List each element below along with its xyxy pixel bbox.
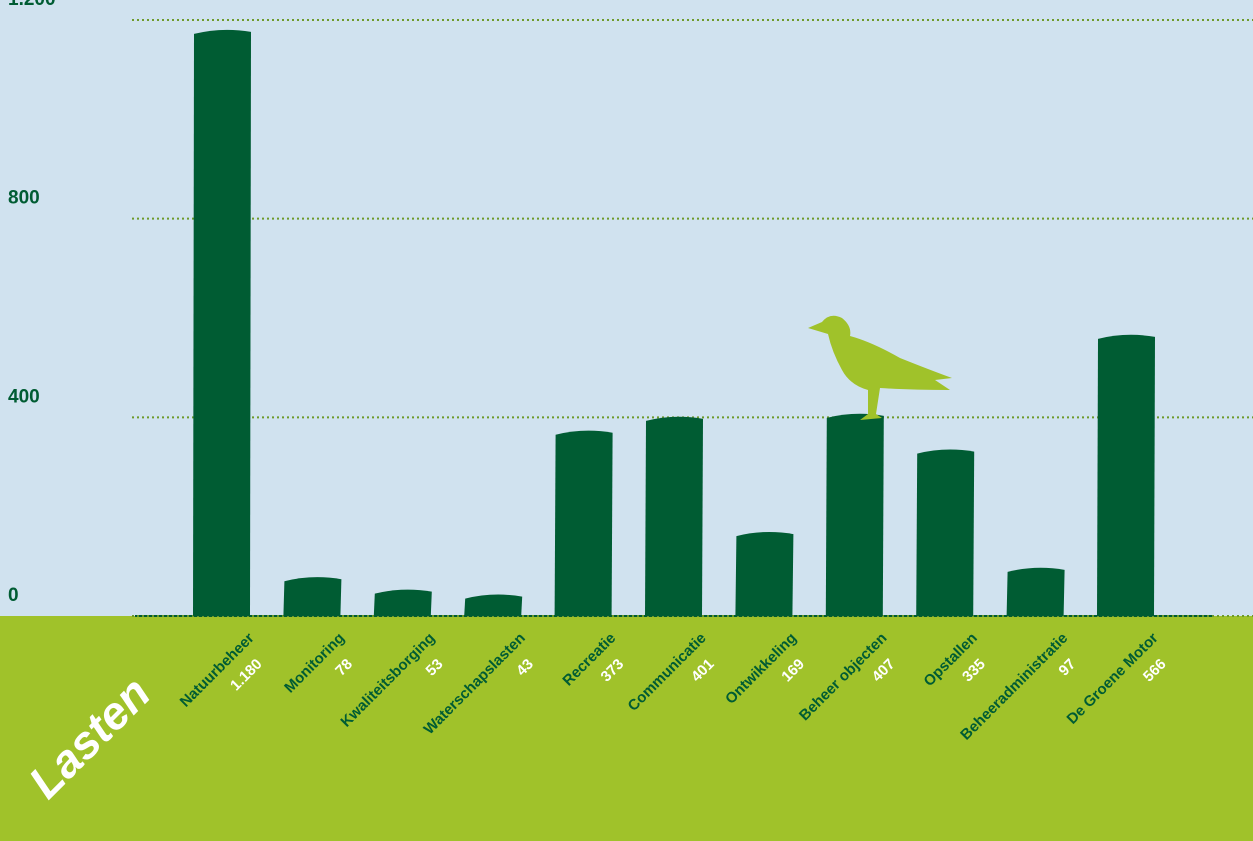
bar xyxy=(1097,334,1155,616)
seagull xyxy=(808,315,952,420)
bar xyxy=(645,416,703,616)
bar xyxy=(554,430,613,616)
bar xyxy=(464,594,523,616)
bar xyxy=(283,577,342,616)
bar xyxy=(1006,567,1065,616)
y-tick-label: 400 xyxy=(8,386,40,407)
sky-background xyxy=(0,0,1253,616)
y-tick-label: 0 xyxy=(8,585,19,606)
bar xyxy=(825,413,884,616)
bar xyxy=(373,589,432,616)
y-tick-label: 800 xyxy=(8,188,40,209)
bar xyxy=(735,531,794,616)
y-tick-label: 1.200 xyxy=(8,0,56,10)
ground-background xyxy=(0,616,1253,841)
bar xyxy=(193,29,251,617)
bar xyxy=(916,449,975,616)
